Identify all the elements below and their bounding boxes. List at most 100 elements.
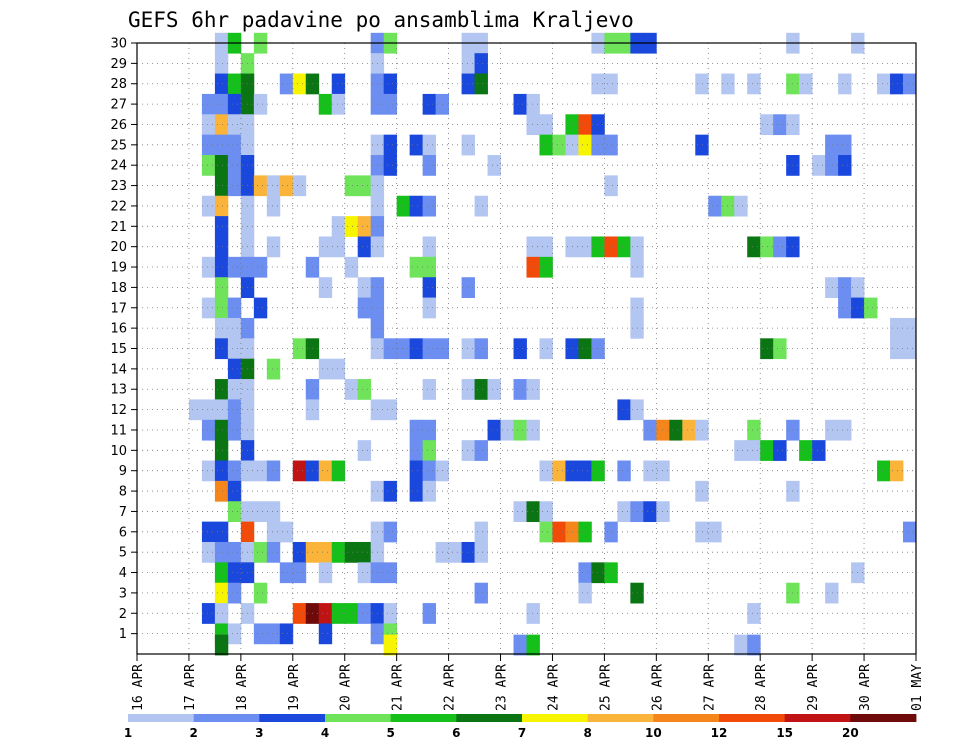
- heatmap-cell: [578, 338, 592, 360]
- colorbar-tick-label: 5: [386, 726, 394, 740]
- heatmap-cell: [383, 480, 398, 502]
- heatmap-cell: [474, 338, 488, 360]
- heatmap-cell: [643, 501, 657, 523]
- heatmap-cell: [812, 155, 826, 176]
- heatmap-cell: [318, 541, 333, 563]
- heatmap-cell: [799, 73, 813, 95]
- y-tick-label: 21: [110, 220, 127, 235]
- heatmap-cell: [214, 277, 229, 298]
- heatmap-cell: [266, 175, 281, 197]
- heatmap-cell: [357, 236, 372, 258]
- heatmap-cell: [578, 236, 592, 258]
- heatmap-cell: [461, 53, 475, 74]
- heatmap-cell: [331, 603, 346, 624]
- y-tick-label: 3: [119, 586, 127, 601]
- heatmap-cell: [383, 603, 398, 624]
- heatmap-cell: [604, 134, 618, 156]
- heatmap-cell: [214, 155, 229, 176]
- x-tick-label: 01 MAY: [910, 664, 925, 711]
- heatmap-cell: [253, 460, 268, 482]
- heatmap-cell: [747, 634, 761, 656]
- heatmap-cell: [188, 399, 203, 421]
- heatmap-cell: [903, 338, 917, 360]
- y-tick-label: 22: [110, 199, 127, 214]
- heatmap-cell: [617, 399, 631, 421]
- heatmap-cell: [539, 501, 553, 523]
- heatmap-cell: [474, 379, 488, 400]
- heatmap-cell: [669, 419, 683, 441]
- heatmap-cell: [591, 562, 605, 584]
- heatmap-cell: [539, 521, 553, 543]
- heatmap-cell: [214, 73, 229, 95]
- heatmap-cell: [409, 460, 424, 482]
- heatmap-cell: [409, 134, 424, 156]
- y-tick-label: 16: [110, 322, 127, 337]
- x-tick-label: 20 APR: [339, 664, 354, 711]
- heatmap-cell: [461, 134, 475, 156]
- heatmap-cell: [227, 562, 242, 584]
- heatmap-cell: [227, 134, 242, 156]
- colorbar-tick-label: 6: [452, 726, 460, 740]
- heatmap-cell: [292, 562, 307, 584]
- x-tick-label: 17 APR: [183, 664, 198, 711]
- heatmap-cell: [383, 562, 398, 584]
- heatmap-cell: [227, 399, 242, 421]
- heatmap-cell: [747, 440, 761, 461]
- heatmap-cell: [877, 73, 891, 95]
- heatmap-cell: [318, 93, 333, 115]
- heatmap-cell: [383, 521, 398, 543]
- heatmap-cell: [474, 440, 488, 461]
- heatmap-cell: [214, 582, 229, 604]
- heatmap-cell: [604, 236, 618, 258]
- heatmap-cell: [227, 175, 242, 197]
- y-tick-label: 20: [110, 240, 127, 255]
- heatmap-cell: [864, 297, 878, 319]
- heatmap-cell: [253, 582, 268, 604]
- y-tick-label: 12: [110, 403, 127, 418]
- heatmap-cell: [357, 297, 372, 319]
- heatmap-cell: [357, 216, 372, 237]
- heatmap-cell: [422, 297, 437, 319]
- y-tick-label: 19: [110, 261, 127, 276]
- heatmap-cell: [422, 195, 437, 217]
- heatmap-cell: [526, 93, 540, 115]
- heatmap-cell: [539, 338, 553, 360]
- heatmap-cell: [461, 338, 475, 360]
- heatmap-cell: [357, 541, 372, 563]
- heatmap-cell: [331, 541, 346, 563]
- heatmap-cell: [708, 521, 722, 543]
- heatmap-cell: [409, 195, 424, 217]
- colorbar-tick-label: 1: [124, 726, 132, 740]
- heatmap-cell: [474, 53, 488, 74]
- x-tick-label: 23 APR: [495, 664, 510, 711]
- y-tick-label: 28: [110, 77, 127, 92]
- colorbar-tick-label: 2: [189, 726, 197, 740]
- heatmap-cell: [344, 216, 359, 237]
- y-tick-label: 8: [119, 485, 127, 500]
- heatmap-cell: [448, 541, 462, 563]
- heatmap-cell: [357, 440, 372, 461]
- heatmap-cell: [201, 195, 216, 217]
- heatmap-cell: [825, 277, 839, 298]
- heatmap-cell: [578, 460, 592, 482]
- heatmap-cell: [474, 582, 488, 604]
- heatmap-cell: [604, 562, 618, 584]
- heatmap-cell: [526, 603, 540, 624]
- heatmap-cell: [695, 480, 709, 502]
- heatmap-cell: [422, 236, 437, 258]
- heatmap-cell: [266, 501, 281, 523]
- heatmap-cell: [331, 460, 346, 482]
- heatmap-cell: [734, 195, 748, 217]
- y-tick-label: 24: [110, 159, 127, 174]
- y-tick-label: 17: [110, 301, 127, 316]
- heatmap-cell: [461, 440, 475, 461]
- heatmap-cell: [214, 317, 229, 339]
- colorbar-segment: [390, 714, 457, 722]
- heatmap-cell: [227, 358, 242, 380]
- heatmap-cell: [903, 73, 917, 95]
- heatmap-cell: [266, 521, 281, 543]
- x-tick-label: 24 APR: [546, 664, 561, 711]
- y-tick-label: 18: [110, 281, 127, 296]
- heatmap-cell: [201, 460, 216, 482]
- heatmap-cell: [253, 175, 268, 197]
